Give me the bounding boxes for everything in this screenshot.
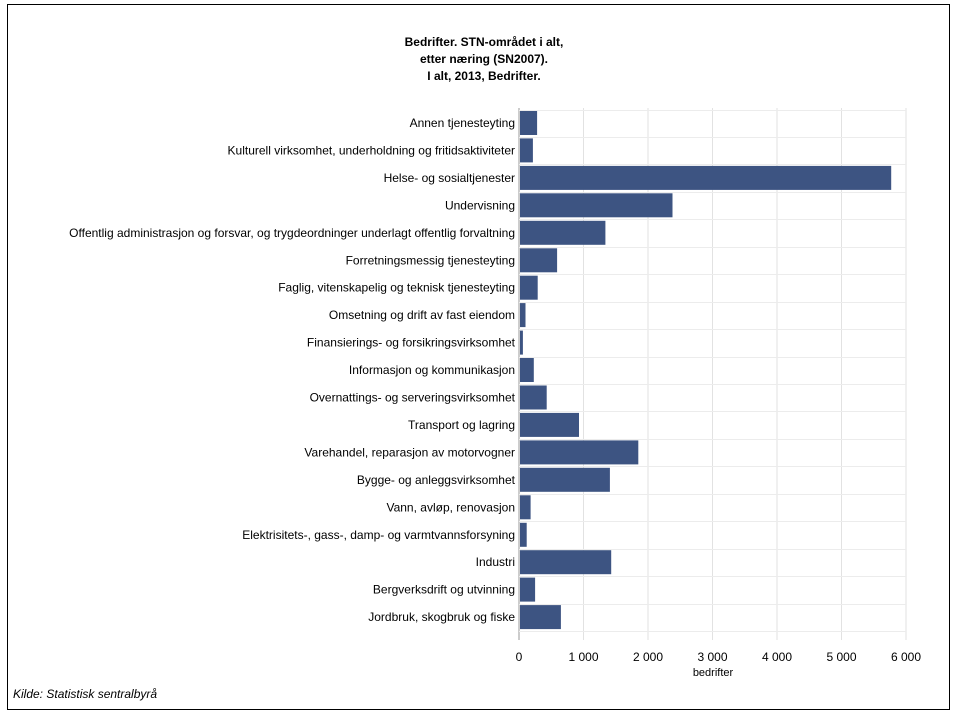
bar [520, 330, 523, 355]
x-tick-label: 3 000 [697, 650, 727, 664]
category-label: Forretningsmessig tjenesteyting [346, 253, 515, 267]
bar [520, 193, 673, 218]
source-note: Kilde: Statistisk sentralbyrå [13, 687, 157, 701]
x-axis-label: bedrifter [693, 667, 734, 679]
bar [520, 165, 892, 190]
x-tick-label: 5 000 [826, 650, 856, 664]
x-tick-label: 0 [516, 650, 523, 664]
category-label: Transport og lagring [408, 418, 515, 432]
x-tick-label: 1 000 [568, 650, 598, 664]
category-label: Overnattings- og serveringsvirksomhet [310, 391, 516, 405]
category-label: Vann, avløp, renovasjon [386, 500, 515, 514]
bar [520, 275, 538, 300]
category-label: Undervisning [445, 198, 515, 212]
category-label: Varehandel, reparasjon av motorvogner [304, 445, 515, 459]
x-tick-label: 4 000 [762, 650, 792, 664]
grid-lines [518, 108, 907, 640]
bar [520, 605, 561, 630]
category-label: Kulturell virksomhet, underholdning og f… [228, 143, 515, 157]
category-label: Informasjon og kommunikasjon [349, 363, 515, 377]
category-label: Faglig, vitenskapelig og teknisk tjenest… [278, 281, 515, 295]
bar [520, 385, 547, 410]
bar [520, 303, 526, 328]
bar [520, 467, 610, 492]
bar [520, 577, 536, 602]
bar [520, 550, 612, 575]
category-label: Bygge- og anleggsvirksomhet [357, 473, 516, 487]
chart-title-line: etter næring (SN2007). [420, 52, 548, 66]
bar [520, 522, 527, 547]
chart-title-line: I alt, 2013, Bedrifter. [427, 69, 540, 83]
x-tick-label: 6 000 [891, 650, 921, 664]
category-label: Offentlig administrasjon og forsvar, og … [69, 226, 515, 240]
category-label: Omsetning og drift av fast eiendom [329, 308, 515, 322]
x-tick-label: 2 000 [633, 650, 663, 664]
bars [520, 111, 892, 630]
category-label: Industri [476, 555, 515, 569]
chart-title-line: Bedrifter. STN-området i alt, [405, 35, 564, 49]
bar [520, 248, 558, 273]
category-label: Annen tjenesteyting [410, 116, 515, 130]
category-label: Finansierings- og forsikringsvirksomhet [307, 336, 516, 350]
bar [520, 495, 531, 520]
bar [520, 220, 606, 245]
category-labels: Annen tjenesteyting Kulturell virksomhet,… [69, 116, 515, 624]
bar [520, 440, 639, 465]
category-label: Bergverksdrift og utvinning [373, 583, 515, 597]
bar [520, 111, 538, 135]
x-tick-labels: 0 1 000 2 000 3 000 4 000 5 000 6 000 [516, 650, 922, 664]
category-label: Elektrisitets-, gass-, damp- og varmtvan… [242, 528, 515, 542]
category-label: Jordbruk, skogbruk og fiske [368, 610, 515, 624]
category-label: Helse- og sosialtjenester [384, 171, 515, 185]
bar [520, 412, 579, 437]
bar [520, 138, 533, 163]
chart-title: Bedrifter. STN-området i alt, etter nærin… [405, 35, 564, 83]
bar [520, 358, 534, 382]
